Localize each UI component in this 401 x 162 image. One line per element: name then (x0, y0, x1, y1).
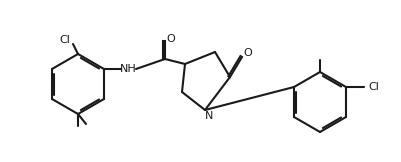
Text: O: O (166, 34, 175, 44)
Text: Cl: Cl (59, 35, 70, 45)
Text: N: N (204, 111, 213, 121)
Text: Cl: Cl (368, 82, 379, 92)
Text: NH: NH (119, 64, 136, 74)
Text: O: O (243, 48, 252, 58)
